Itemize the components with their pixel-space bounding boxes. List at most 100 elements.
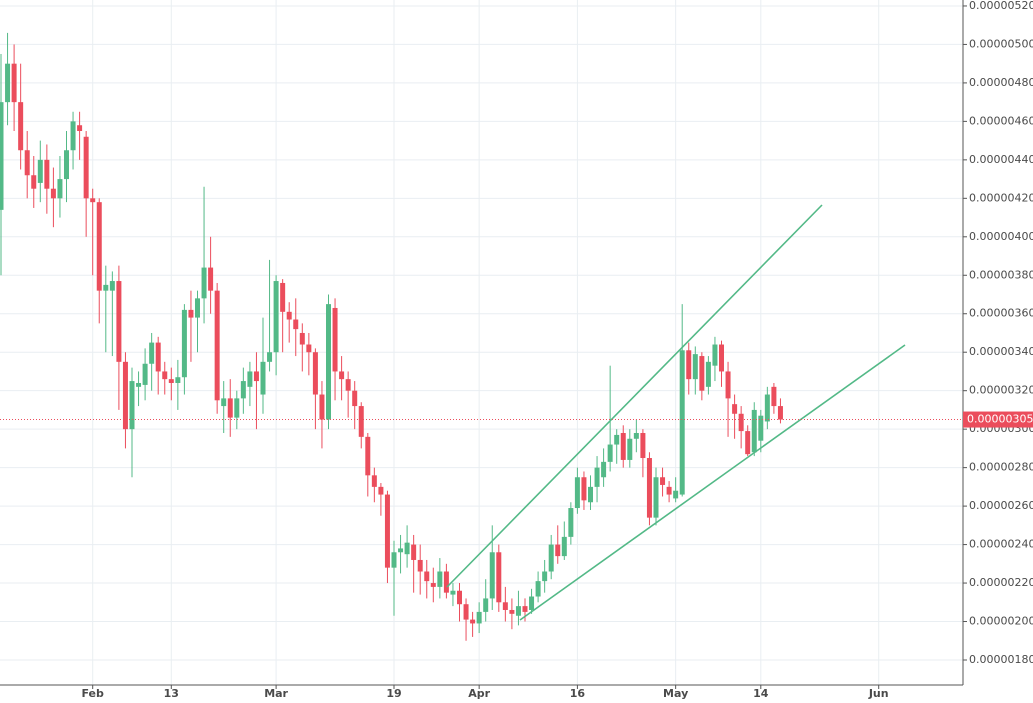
candle-body: [764, 394, 770, 422]
candle-body: [227, 398, 233, 418]
y-tick-label: 0.00000440: [969, 153, 1033, 166]
candle-body: [181, 309, 187, 378]
candle-body: [168, 379, 174, 383]
y-tick-label: 0.00000380: [969, 268, 1033, 281]
candle-body: [24, 150, 30, 176]
candle-body: [725, 371, 731, 399]
candle-body: [398, 548, 404, 553]
grid: [0, 0, 963, 685]
candle-body: [457, 590, 462, 605]
candle-body: [136, 382, 142, 387]
y-tick-label: 0.00000360: [969, 307, 1033, 320]
candle-body: [424, 571, 430, 582]
candle-body: [83, 136, 89, 199]
candle-body: [384, 494, 390, 568]
candle-body: [758, 415, 764, 441]
candle-body: [404, 542, 410, 555]
y-tick-label: 0.00000240: [969, 538, 1033, 551]
candle-body: [660, 477, 666, 485]
candle-body: [260, 361, 266, 395]
candle-body: [483, 598, 489, 612]
candle-body: [214, 290, 220, 401]
candle-body: [640, 433, 646, 459]
y-tick-label: 0.00000520: [969, 0, 1033, 12]
trend-line: [519, 344, 906, 621]
candle-body: [535, 581, 541, 597]
candle-body: [208, 267, 214, 291]
candle-body: [312, 352, 318, 395]
candle-body: [574, 477, 580, 509]
candle-body: [70, 121, 76, 151]
candle-body: [352, 390, 358, 407]
x-tick-label: 16: [570, 687, 586, 700]
x-tick-label: 14: [753, 687, 769, 700]
candle-body: [417, 559, 423, 572]
candle-body: [777, 406, 783, 420]
candle-body: [666, 486, 672, 495]
candle-body: [116, 281, 122, 362]
candle-body: [738, 413, 744, 432]
y-tick-label: 0.00000400: [969, 230, 1033, 243]
candle-body: [732, 404, 738, 414]
candle-body: [57, 179, 63, 199]
candle-body: [548, 544, 554, 572]
candle-body: [326, 304, 331, 420]
x-tick-label: 13: [164, 687, 179, 700]
x-tick-label: Jun: [868, 687, 889, 700]
candle-body: [201, 267, 207, 299]
x-tick-label: Mar: [264, 687, 288, 700]
candle-body: [129, 381, 135, 430]
candle-body: [44, 159, 50, 189]
candle-body: [502, 602, 508, 610]
candle-body: [581, 477, 587, 501]
candle-body: [515, 606, 521, 616]
candle-body: [77, 125, 83, 131]
candle-body: [679, 350, 685, 495]
candle-body: [365, 436, 371, 476]
current-price-label: 0.00000305: [967, 413, 1033, 426]
candle-body: [614, 434, 620, 445]
candle-body: [339, 371, 345, 380]
candle-body: [751, 409, 757, 453]
candle-body: [162, 371, 168, 380]
candle-body: [692, 354, 698, 380]
candle-body: [391, 552, 397, 568]
candle-body: [280, 282, 286, 312]
y-tick-label: 0.00000260: [969, 499, 1033, 512]
candle-body: [588, 486, 593, 503]
candle-body: [437, 571, 443, 587]
candle-body: [712, 344, 718, 366]
candle-body: [64, 150, 69, 180]
candle-body: [633, 433, 639, 439]
candle-body: [496, 552, 502, 603]
candle-body: [745, 431, 751, 455]
candle-body: [358, 406, 364, 437]
candle-body: [31, 175, 37, 189]
y-tick-label: 0.00000500: [969, 37, 1033, 50]
candle-body: [109, 281, 115, 291]
candle-body: [50, 188, 56, 199]
candle-body: [149, 342, 155, 364]
y-tick-label: 0.00000480: [969, 76, 1033, 89]
candle-body: [719, 344, 724, 372]
candle-body: [705, 361, 711, 387]
candle-body: [267, 352, 273, 362]
candle-body: [601, 461, 607, 478]
candle-body: [293, 319, 299, 330]
candle-body: [122, 361, 128, 430]
y-tick-label: 0.00000200: [969, 615, 1033, 628]
candle-body: [673, 490, 679, 499]
y-tick-label: 0.00000280: [969, 461, 1033, 474]
candle-body: [653, 477, 659, 518]
candle-body: [463, 604, 469, 620]
candle-body: [155, 342, 161, 372]
candle-body: [142, 363, 148, 385]
candle-body: [175, 377, 181, 383]
candle-body: [11, 63, 17, 103]
candle-body: [529, 596, 535, 610]
x-tick-label: May: [663, 687, 688, 700]
candle-body: [594, 467, 600, 487]
y-tick-label: 0.00000320: [969, 384, 1033, 397]
